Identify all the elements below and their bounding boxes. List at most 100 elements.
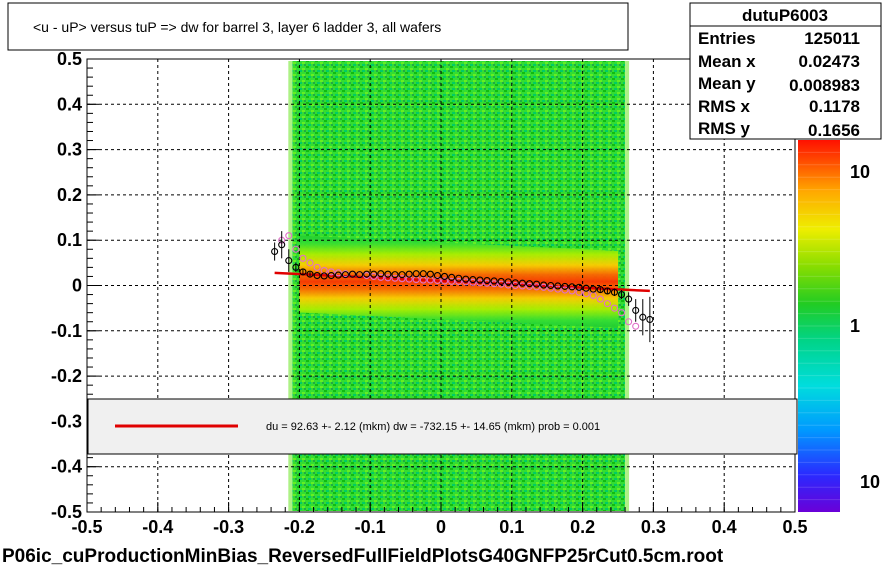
profile-black-point [462, 275, 470, 283]
profile-black-point [370, 270, 378, 278]
profile-black-point [313, 271, 321, 280]
stats-meanx-value: 0.02473 [799, 52, 860, 71]
profile-black-point [603, 287, 611, 295]
profile-black-point [455, 274, 463, 282]
profile-pink-point [610, 304, 619, 312]
profile-pink-point [525, 282, 534, 290]
y-tick-label: 0 [72, 276, 82, 296]
x-tick-label: 0.1 [499, 517, 524, 537]
profile-black-point [617, 291, 626, 299]
profile-black-point [610, 288, 619, 296]
profile-pink-point [448, 277, 456, 285]
footer-filename: P06ic_cuProductionMinBias_ReversedFullFi… [2, 546, 724, 567]
stats-rmsy-label: RMS y [698, 119, 751, 138]
profile-black-point [448, 273, 456, 281]
title-box: <u - uP> versus tuP => dw for barrel 3, … [7, 2, 629, 51]
profile-pink-point [306, 259, 314, 267]
x-tick-label: 0 [436, 517, 446, 537]
y-tick-label: 0.5 [57, 49, 82, 69]
profile-pink-point [518, 282, 526, 290]
z-tick-10-top: 10 [850, 162, 870, 182]
x-tick-label: 0.3 [641, 517, 666, 537]
profile-black-point [391, 271, 399, 279]
profile-black-point [518, 279, 526, 287]
x-tick-label: 0.2 [570, 517, 595, 537]
profile-black-point [476, 276, 484, 284]
profile-pink-point [533, 283, 541, 291]
profile-pink-point [440, 277, 449, 285]
stats-name: dutuP6003 [742, 6, 828, 25]
color-scale: 10 1 10 [798, 140, 880, 512]
profile-points [271, 231, 654, 343]
profile-pink-point [497, 280, 505, 288]
profile-pink-point [476, 279, 484, 287]
profile-pink-point [483, 279, 491, 287]
profile-black-point [596, 286, 604, 294]
profile-black-point [398, 271, 406, 279]
profile-black-point [525, 280, 534, 288]
profile-black-point [292, 263, 300, 271]
profile-pink-point [561, 286, 569, 294]
profile-pink-point [299, 254, 307, 262]
profile-black-point [469, 276, 477, 284]
stats-meanx-label: Mean x [698, 52, 756, 71]
profile-pink-point [547, 284, 555, 292]
profile-pink-point [511, 281, 519, 290]
y-tick-label: -0.5 [51, 502, 82, 522]
x-tick-label: -0.1 [355, 517, 386, 537]
profile-pink-point [292, 245, 300, 253]
z-tick-10-bottom: 10 [860, 472, 880, 492]
profile-black-point [299, 268, 307, 276]
stats-entries-value: 125011 [804, 29, 860, 48]
x-tick-label: 0.4 [712, 517, 737, 537]
profile-black-point [348, 270, 357, 278]
profile-pink-point [504, 281, 512, 289]
profile-pink-point [405, 275, 413, 283]
profile-black-point [646, 315, 654, 324]
profile-black-point [511, 279, 519, 287]
profile-black-point [412, 270, 420, 278]
profile-black-point [334, 271, 342, 279]
profile-pink-point [320, 267, 328, 275]
profile-pink-point [632, 322, 640, 330]
y-tick-label: 0.2 [57, 185, 82, 205]
profile-black-point [582, 284, 590, 292]
profile-pink-point [313, 263, 321, 271]
profile-black-point [547, 281, 555, 290]
profile-pink-point [285, 232, 293, 240]
profile-pink-point [469, 278, 477, 286]
profile-black-point [327, 271, 335, 280]
y-tick-label: -0.2 [51, 366, 82, 386]
profile-pink-point [462, 278, 470, 286]
y-tick-label: -0.1 [51, 321, 82, 341]
stats-rmsx-value: 0.1178 [809, 97, 860, 116]
x-tick-label: -0.4 [142, 517, 173, 537]
stats-meany-label: Mean y [698, 74, 756, 93]
profile-pink-point [334, 269, 342, 277]
profile-black-point [426, 270, 434, 278]
profile-black-point [483, 276, 491, 285]
heatmap-edge-left [288, 61, 293, 511]
profile-black-point [278, 241, 286, 249]
fit-legend: du = 92.63 +- 2.12 (mkm) dw = -732.15 +-… [87, 398, 798, 455]
stats-meany-value: 0.008983 [789, 76, 860, 95]
y-tick-label: 0.3 [57, 140, 82, 160]
profile-black-point [554, 282, 562, 290]
x-tick-label: 0.5 [782, 517, 807, 537]
profile-pink-point [391, 274, 399, 282]
stats-entries-label: Entries [698, 29, 756, 48]
profile-black-point [384, 270, 392, 278]
x-tick-label: -0.3 [213, 517, 244, 537]
profile-pink-point [582, 290, 590, 298]
profile-black-point [589, 285, 597, 293]
profile-black-point [440, 272, 449, 280]
profile-pink-point [327, 268, 335, 276]
profile-pink-point [540, 283, 548, 291]
stats-box: dutuP6003 Entries 125011 Mean x 0.02473 … [689, 2, 882, 140]
profile-pink-point [568, 287, 576, 295]
profile-pink-point [370, 272, 378, 280]
y-tick-label: 0.1 [57, 230, 82, 250]
profile-pink-point [433, 276, 442, 285]
profile-black-point [363, 270, 371, 278]
profile-black-point [568, 283, 576, 291]
